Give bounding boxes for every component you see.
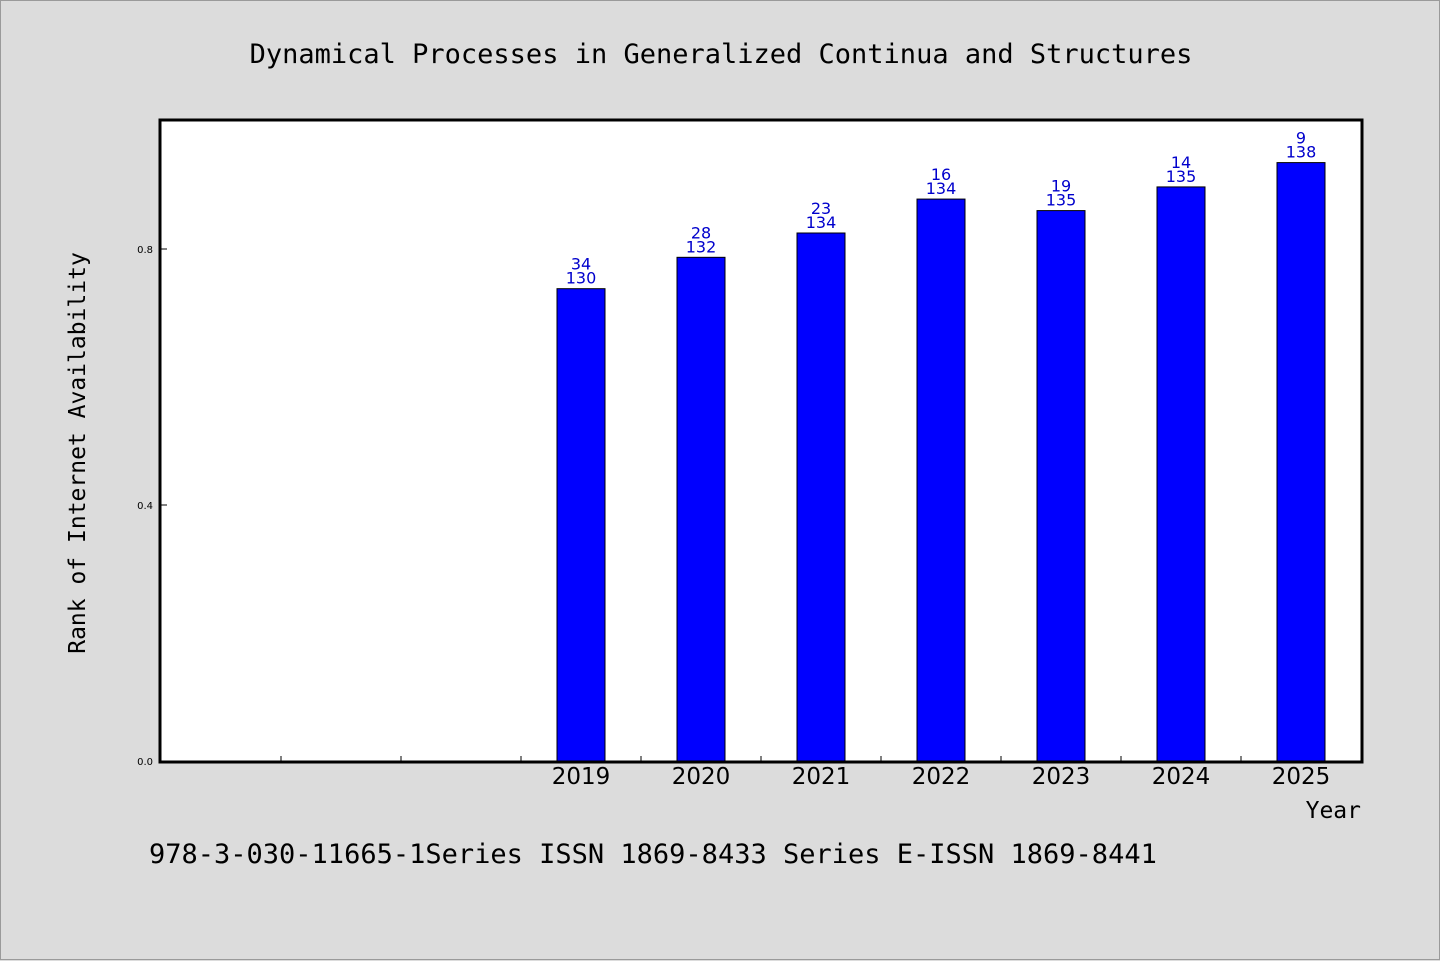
x-axis-ticks: 2019 2020 2021 2022 2023 2024 2025 [280, 756, 1331, 790]
x-tick-label: 2025 [1272, 764, 1331, 790]
y-tick-label: 0.4 [137, 501, 153, 512]
data-label-top: 28 [691, 223, 711, 242]
data-label-top: 19 [1051, 177, 1071, 196]
y-axis-label: Rank of Internet Availability [65, 252, 91, 654]
data-label-top: 34 [571, 255, 591, 274]
data-label-top: 14 [1171, 153, 1191, 172]
bar-2019 [556, 288, 606, 762]
x-tick-label: 2024 [1152, 764, 1211, 790]
bar-2025 [1276, 162, 1326, 762]
y-axis-ticks: 0.0 0.4 0.8 [137, 245, 167, 768]
data-label-bottom: 134 [926, 179, 957, 198]
data-label-bottom: 134 [806, 213, 837, 232]
x-tick-label: 2020 [672, 764, 731, 790]
bar-2020 [676, 256, 726, 762]
data-label-bottom: 132 [686, 237, 717, 256]
y-tick-label: 0.8 [137, 245, 153, 256]
data-label-top: 16 [931, 165, 951, 184]
x-tick-label: 2019 [552, 764, 611, 790]
x-tick-label: 2021 [792, 764, 851, 790]
data-label-bottom: 130 [566, 269, 597, 288]
bar-2024 [1156, 186, 1206, 762]
data-label-top: 9 [1296, 129, 1306, 148]
x-tick-label: 2022 [912, 764, 971, 790]
bar-2022 [916, 198, 966, 762]
data-label-bottom: 135 [1166, 167, 1197, 186]
y-tick-label: 0.0 [137, 757, 153, 768]
footer-text: 978-3-030-11665-1Series ISSN 1869-8433 S… [149, 839, 1157, 870]
x-tick-label: 2023 [1032, 764, 1091, 790]
data-label-bottom: 135 [1046, 191, 1077, 210]
data-label-bottom: 138 [1286, 143, 1317, 162]
data-label-top: 23 [811, 199, 831, 218]
chart-title: Dynamical Processes in Generalized Conti… [250, 39, 1193, 70]
bar-2021 [796, 232, 846, 762]
x-axis-label: Year [1306, 798, 1361, 824]
bar-2023 [1036, 210, 1086, 762]
